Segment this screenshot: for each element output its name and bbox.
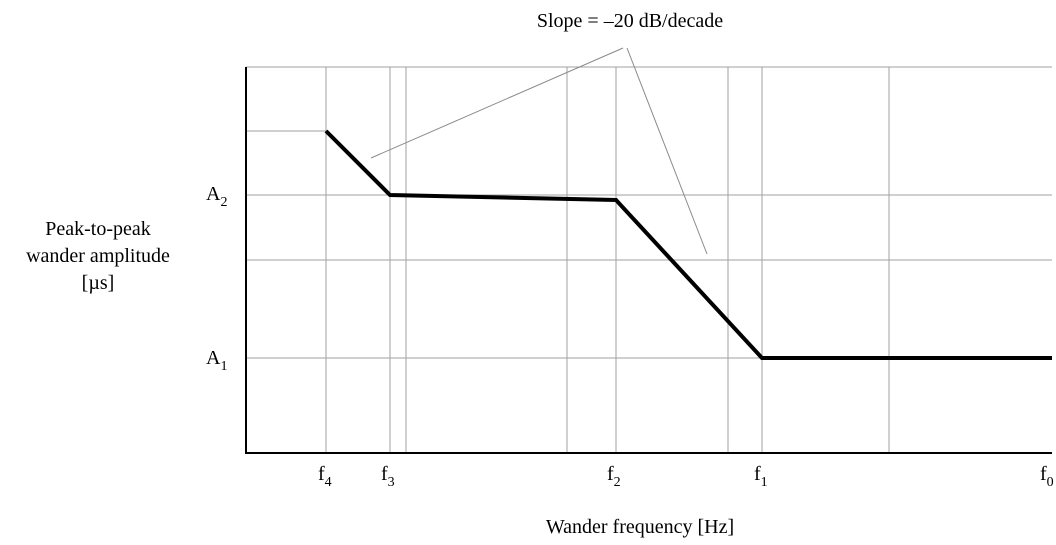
y-axis-label-line-2: wander amplitude bbox=[26, 245, 170, 267]
leader-right bbox=[626, 47, 708, 255]
axes bbox=[245, 67, 1052, 454]
x-tick-f4: f4 bbox=[318, 463, 332, 490]
slope-annotation: Slope = –20 dB/decade bbox=[536, 10, 724, 32]
annotation-leaders bbox=[370, 47, 708, 255]
x-tick-labels: f4 f3 f2 f1 f0 bbox=[318, 463, 1054, 490]
y-tick-A1: A1 bbox=[206, 347, 227, 374]
x-tick-f3: f3 bbox=[381, 463, 395, 490]
grid-lines bbox=[246, 66, 1052, 453]
leader-left bbox=[370, 47, 624, 159]
y-tick-A2: A2 bbox=[206, 183, 227, 210]
x-axis-label: Wander frequency [Hz] bbox=[545, 516, 735, 538]
x-tick-f2: f2 bbox=[607, 463, 621, 490]
x-tick-f1: f1 bbox=[754, 463, 768, 490]
y-axis-label: Peak-to-peak wander amplitude [µs] bbox=[0, 216, 196, 297]
y-axis-label-line-1: Peak-to-peak bbox=[45, 218, 151, 240]
series-line bbox=[324, 129, 1052, 360]
x-tick-f0: f0 bbox=[1040, 463, 1054, 490]
y-tick-labels: A2 A1 bbox=[206, 183, 227, 374]
y-axis-label-line-3: [µs] bbox=[81, 272, 115, 294]
